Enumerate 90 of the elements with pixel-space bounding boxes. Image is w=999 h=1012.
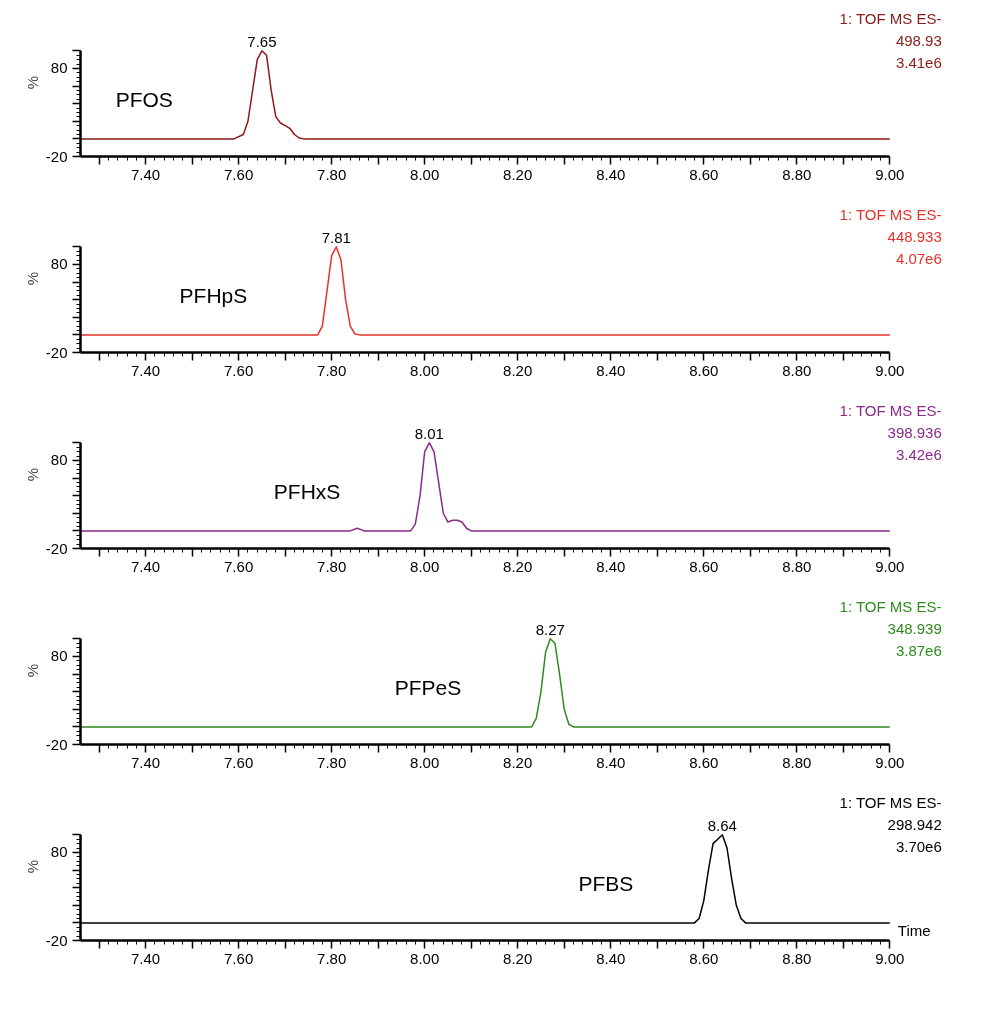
y-tick-label: 80 bbox=[50, 843, 68, 861]
x-tick-label: 8.60 bbox=[689, 557, 719, 575]
x-tick-label: 8.20 bbox=[503, 165, 533, 183]
x-tick-label: 8.80 bbox=[782, 165, 812, 183]
x-tick-label: 8.20 bbox=[503, 361, 533, 379]
x-tick-label: 8.40 bbox=[596, 165, 626, 183]
y-tick-label: -20 bbox=[45, 147, 68, 165]
line-series bbox=[80, 246, 891, 336]
x-tick-label: 8.40 bbox=[596, 361, 626, 379]
line-series bbox=[80, 442, 891, 532]
x-tick-label: 7.40 bbox=[131, 753, 161, 771]
text: 348.939 bbox=[887, 619, 942, 637]
annotation: 8.01 bbox=[414, 424, 444, 442]
x-tick-label: 9.00 bbox=[875, 949, 905, 967]
line-series bbox=[80, 50, 891, 140]
x-tick-label: 8.80 bbox=[782, 557, 812, 575]
x-tick-label: 7.80 bbox=[317, 361, 347, 379]
x-tick-label: 8.80 bbox=[782, 361, 812, 379]
text: 4.07e6 bbox=[895, 249, 942, 267]
x-tick-label: 8.40 bbox=[596, 557, 626, 575]
x-tick-label: 8.00 bbox=[410, 361, 440, 379]
x-axis-title: Time bbox=[897, 921, 931, 939]
y-axis-title: % bbox=[23, 859, 41, 874]
x-tick-label: 8.80 bbox=[782, 949, 812, 967]
x-tick-label: 8.00 bbox=[410, 753, 440, 771]
x-tick-label: 8.00 bbox=[410, 557, 440, 575]
x-tick-label: 7.60 bbox=[224, 165, 254, 183]
x-tick-label: 8.20 bbox=[503, 949, 533, 967]
series-label: PFPeS bbox=[394, 675, 462, 699]
text: 1: TOF MS ES- bbox=[839, 402, 942, 419]
annotation: 8.27 bbox=[535, 620, 565, 638]
text: 1: TOF MS ES- bbox=[839, 598, 942, 615]
y-tick-label: -20 bbox=[45, 931, 68, 949]
x-tick-label: 8.20 bbox=[503, 753, 533, 771]
series-label: PFHpS bbox=[179, 283, 248, 307]
x-tick-label: 9.00 bbox=[875, 165, 905, 183]
text: 1: TOF MS ES- bbox=[839, 206, 942, 223]
text: 448.933 bbox=[887, 227, 942, 245]
x-tick-label: 7.80 bbox=[317, 165, 347, 183]
x-tick-label: 8.60 bbox=[689, 949, 719, 967]
x-tick-label: 8.00 bbox=[410, 165, 440, 183]
y-tick-label: 80 bbox=[50, 255, 68, 273]
text: 3.70e6 bbox=[895, 837, 942, 855]
y-axis-title: % bbox=[23, 271, 41, 286]
x-tick-label: 8.60 bbox=[689, 361, 719, 379]
x-tick-label: 7.80 bbox=[317, 949, 347, 967]
x-tick-label: 7.60 bbox=[224, 949, 254, 967]
y-axis-title: % bbox=[23, 75, 41, 90]
text: 3.42e6 bbox=[895, 445, 942, 463]
x-tick-label: 7.40 bbox=[131, 557, 161, 575]
text: 1: TOF MS ES- bbox=[839, 10, 942, 27]
x-tick-label: 8.00 bbox=[410, 949, 440, 967]
annotation: 7.65 bbox=[247, 32, 277, 50]
x-tick-label: 8.60 bbox=[689, 753, 719, 771]
series-label: PFBS bbox=[578, 871, 634, 895]
x-tick-label: 7.40 bbox=[131, 165, 161, 183]
text: 3.41e6 bbox=[895, 53, 942, 71]
series-label: PFOS bbox=[115, 87, 173, 111]
text: 3.87e6 bbox=[895, 641, 942, 659]
y-tick-label: 80 bbox=[50, 647, 68, 665]
x-tick-label: 8.40 bbox=[596, 753, 626, 771]
y-tick-label: -20 bbox=[45, 735, 68, 753]
x-tick-label: 7.60 bbox=[224, 557, 254, 575]
x-tick-label: 8.60 bbox=[689, 165, 719, 183]
y-axis-title: % bbox=[23, 467, 41, 482]
text: 398.936 bbox=[887, 423, 942, 441]
x-tick-label: 7.60 bbox=[224, 753, 254, 771]
x-tick-label: 7.80 bbox=[317, 753, 347, 771]
x-tick-label: 9.00 bbox=[875, 361, 905, 379]
x-tick-label: 9.00 bbox=[875, 557, 905, 575]
y-tick-label: -20 bbox=[45, 539, 68, 557]
x-tick-label: 7.60 bbox=[224, 361, 254, 379]
line-series bbox=[80, 638, 891, 728]
x-tick-label: 8.80 bbox=[782, 753, 812, 771]
text: 498.93 bbox=[895, 31, 942, 49]
text: 298.942 bbox=[887, 815, 942, 833]
x-tick-label: 7.40 bbox=[131, 949, 161, 967]
y-tick-label: 80 bbox=[50, 59, 68, 77]
x-tick-label: 9.00 bbox=[875, 753, 905, 771]
x-tick-label: 8.40 bbox=[596, 949, 626, 967]
y-axis-title: % bbox=[23, 663, 41, 678]
text: 1: TOF MS ES- bbox=[839, 794, 942, 811]
x-tick-label: 7.40 bbox=[131, 361, 161, 379]
y-tick-label: -20 bbox=[45, 343, 68, 361]
annotation: 8.64 bbox=[707, 816, 737, 834]
x-tick-label: 7.80 bbox=[317, 557, 347, 575]
y-tick-label: 80 bbox=[50, 451, 68, 469]
annotation: 7.81 bbox=[321, 228, 351, 246]
series-label: PFHxS bbox=[273, 479, 341, 503]
x-tick-label: 8.20 bbox=[503, 557, 533, 575]
